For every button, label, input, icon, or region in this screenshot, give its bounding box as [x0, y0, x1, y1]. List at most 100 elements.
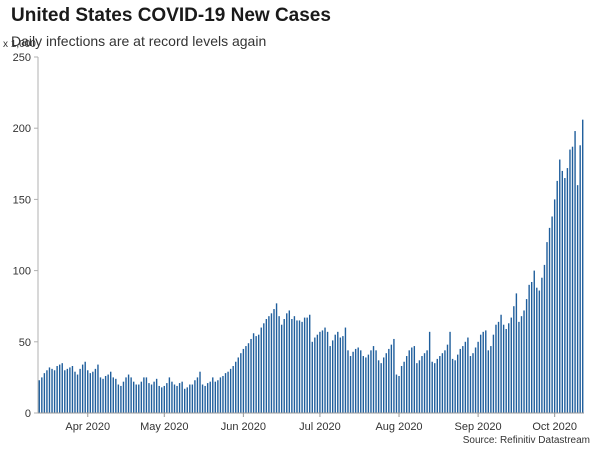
bar	[237, 357, 239, 413]
bar	[513, 306, 515, 413]
bar	[365, 357, 367, 413]
bar	[566, 168, 569, 413]
bar	[569, 149, 571, 413]
bar	[173, 384, 176, 413]
bar	[451, 358, 454, 413]
x-tick-label: May 2020	[140, 421, 188, 433]
x-tick-label: Jun 2020	[221, 421, 266, 433]
bar	[166, 383, 168, 413]
bar	[206, 383, 209, 413]
bar	[354, 348, 357, 413]
bar	[377, 360, 380, 413]
bar	[464, 341, 467, 413]
bar	[349, 356, 352, 413]
bar	[423, 353, 426, 413]
bar	[69, 367, 71, 413]
bar	[232, 366, 234, 413]
bar	[553, 199, 556, 413]
bar	[413, 346, 416, 413]
bar	[375, 350, 377, 413]
bar	[148, 383, 150, 413]
bar	[380, 363, 382, 413]
chart-title: United States COVID-19 New Cases	[11, 5, 331, 26]
bar	[372, 346, 375, 413]
bar	[235, 361, 237, 413]
bar	[538, 290, 541, 413]
bar	[265, 319, 268, 413]
bar	[518, 321, 520, 413]
bar	[505, 328, 507, 413]
bar	[110, 371, 112, 413]
bar	[99, 377, 102, 413]
bar	[576, 185, 579, 413]
bar	[41, 377, 43, 413]
bar	[492, 334, 495, 413]
bar	[316, 334, 319, 413]
y-tick-label: 0	[25, 408, 31, 420]
bar	[457, 354, 459, 413]
bar	[408, 350, 410, 413]
bar	[79, 368, 81, 413]
bar	[219, 377, 222, 413]
bar	[541, 277, 543, 413]
bar	[74, 371, 76, 413]
bar	[273, 309, 275, 413]
bar	[112, 377, 114, 413]
bar	[293, 316, 296, 413]
bar	[548, 227, 551, 413]
y-tick-label: 250	[13, 52, 31, 64]
bar	[525, 299, 528, 413]
bar	[58, 364, 61, 413]
bar	[515, 293, 518, 413]
bar	[564, 178, 566, 413]
bar	[229, 368, 232, 413]
bar	[102, 378, 104, 413]
bar	[209, 381, 211, 413]
bar	[298, 320, 301, 413]
bar	[89, 373, 91, 413]
bar	[199, 371, 201, 413]
bar	[500, 314, 502, 413]
bar	[240, 353, 242, 413]
bar	[48, 367, 51, 413]
bar	[194, 380, 196, 413]
bar	[418, 360, 421, 413]
bar	[204, 385, 206, 413]
bar	[275, 303, 278, 413]
bar	[536, 287, 538, 413]
bar	[178, 383, 181, 413]
bar	[217, 380, 219, 413]
x-tick-label: Sep 2020	[455, 421, 502, 433]
bar	[533, 270, 535, 413]
bar	[143, 377, 145, 413]
bar	[490, 346, 492, 413]
bar	[314, 337, 316, 413]
bar	[431, 361, 433, 413]
bar	[311, 341, 313, 413]
bar	[482, 331, 484, 413]
bar	[357, 347, 359, 413]
bar	[53, 370, 56, 413]
bar	[421, 356, 423, 413]
bar	[411, 347, 413, 413]
bar	[140, 381, 143, 413]
bar	[324, 327, 326, 413]
bar	[125, 377, 127, 413]
bar	[263, 323, 265, 413]
bar	[155, 378, 158, 413]
bar	[370, 350, 372, 413]
bar	[138, 384, 140, 413]
bar	[87, 370, 89, 413]
bar	[579, 145, 581, 414]
bar	[97, 364, 99, 413]
bar	[189, 384, 191, 413]
bar	[523, 310, 525, 413]
bar	[176, 385, 178, 413]
y-tick-label: 100	[13, 266, 31, 278]
bar	[339, 337, 342, 413]
bar	[454, 360, 456, 413]
bar	[400, 366, 403, 413]
bar	[395, 374, 398, 413]
bar	[46, 370, 48, 413]
x-tick-label: Apr 2020	[65, 421, 110, 433]
